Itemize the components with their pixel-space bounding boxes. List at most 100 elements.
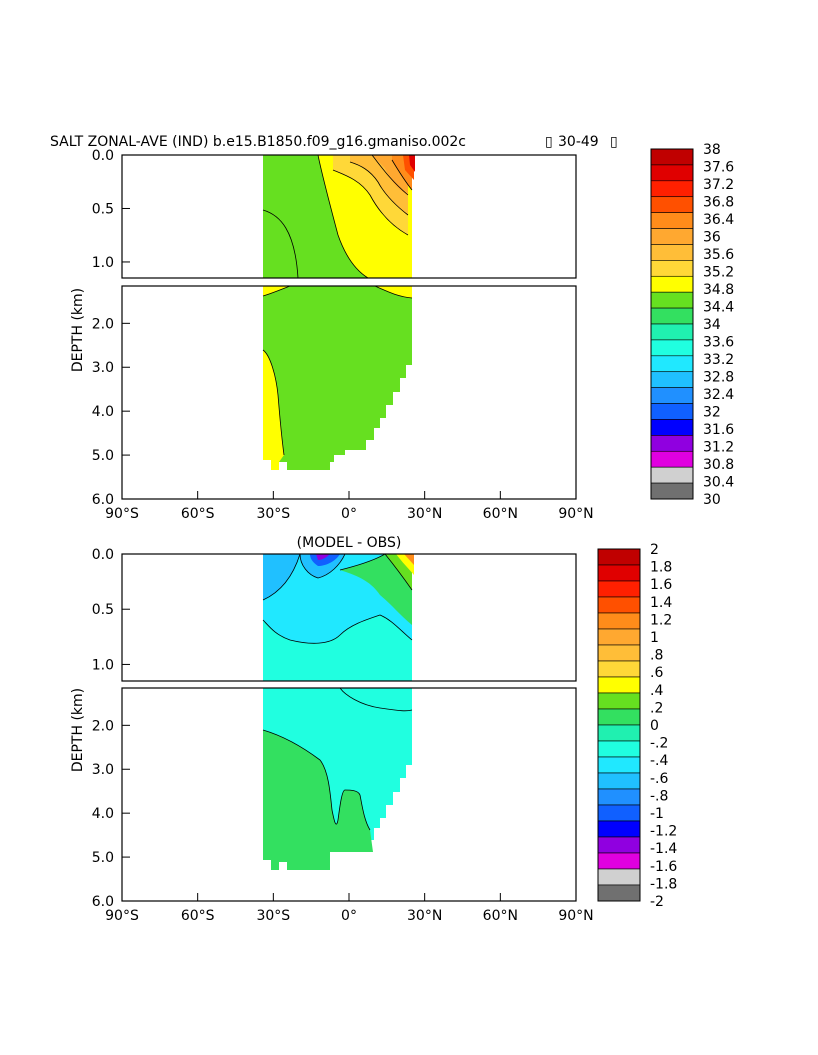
salinity-x-axis: 90°S 60°S 30°S 0° 30°N 60°N 90°N — [105, 491, 594, 522]
colorbar-swatch — [597, 756, 641, 774]
colorbar-label: 32.4 — [703, 387, 734, 403]
colorbar-label: 32.8 — [703, 370, 734, 386]
colorbar-swatch — [650, 339, 694, 357]
colorbar-label: 36.8 — [703, 195, 734, 211]
x-tick-label: 30°S — [256, 908, 290, 924]
colorbar-swatch — [650, 403, 694, 420]
colorbar-swatch — [650, 291, 694, 309]
x-tick-label: 90°N — [558, 908, 593, 924]
y-tick-label: 6.0 — [92, 894, 114, 910]
difference-upper-frame — [121, 553, 577, 682]
colorbar-label: 30.8 — [703, 457, 734, 473]
colorbar-label: 35.2 — [703, 265, 734, 281]
colorbar-swatch — [650, 228, 694, 245]
colorbar-swatch — [597, 564, 641, 582]
colorbar-label: 1 — [650, 630, 659, 646]
difference-x-axis: 90°S 60°S 30°S 0° 30°N 60°N 90°N — [105, 893, 594, 924]
salinity-y-axis: 0.0 0.5 1.0 2.0 3.0 4.0 5.0 6.0 — [92, 148, 130, 508]
colorbar-swatch — [597, 884, 641, 902]
colorbar-label: 34.8 — [703, 282, 734, 298]
difference-lower-field — [262, 688, 413, 870]
colorbar-label: 1.4 — [650, 595, 672, 611]
colorbar-label: 1.8 — [650, 560, 672, 576]
colorbar-swatch — [597, 724, 641, 742]
x-tick-label: 90°N — [558, 506, 593, 522]
colorbar-swatch — [650, 212, 694, 229]
y-tick-label: 0.5 — [92, 602, 114, 618]
colorbar-swatch — [597, 820, 641, 838]
period-suffix: ▯ — [610, 134, 618, 150]
colorbar-frame — [597, 548, 641, 902]
colorbar-label: 0 — [650, 718, 659, 734]
x-tick-label: 0° — [341, 908, 357, 924]
colorbar-swatch — [597, 740, 641, 758]
colorbar-swatch — [597, 772, 641, 790]
colorbar-label: -1 — [650, 806, 664, 822]
colorbar-label: 1.6 — [650, 577, 672, 593]
colorbar-label: -1.6 — [650, 859, 677, 875]
colorbar-swatch — [650, 196, 694, 213]
colorbar-swatch — [597, 548, 641, 566]
colorbar-swatch — [597, 644, 641, 662]
y-tick-label: 3.0 — [92, 360, 114, 376]
y-tick-label: 0.5 — [92, 201, 114, 217]
y-tick-label: 6.0 — [92, 492, 114, 508]
colorbar-swatch — [597, 596, 641, 614]
colorbar-swatch — [650, 148, 694, 166]
colorbar-swatch — [650, 323, 694, 341]
colorbar-swatch — [650, 466, 694, 484]
y-tick-label: 1.0 — [92, 657, 114, 673]
salinity-lower-field — [262, 286, 413, 470]
period-label: 30-49 — [558, 134, 599, 150]
colorbar-label: -1.8 — [650, 876, 677, 892]
colorbar-label: 2 — [650, 542, 659, 558]
colorbar-label: 30 — [703, 492, 721, 508]
difference-y-label: DEPTH (km) — [70, 688, 86, 772]
x-tick-label: 60°S — [181, 506, 215, 522]
panel-difference: 0.0 0.5 1.0 2.0 3.0 4.0 5.0 6.0 90°S 60°S 30°S 0° 3… — [70, 547, 594, 924]
colorbar-swatch — [650, 164, 694, 182]
y-tick-label: 5.0 — [92, 850, 114, 866]
difference-y-axis: 0.0 0.5 1.0 2.0 3.0 4.0 5.0 6.0 — [92, 547, 130, 910]
colorbar-swatch — [650, 244, 694, 261]
colorbar-swatch — [597, 660, 641, 678]
colorbar-swatch — [650, 371, 694, 388]
colorbar-label: 33.2 — [703, 352, 734, 368]
x-tick-label: 90°S — [105, 506, 139, 522]
salinity-y-label: DEPTH (km) — [70, 288, 86, 372]
colorbar-label: -.4 — [650, 753, 669, 769]
colorbar-label: 30.4 — [703, 475, 734, 491]
colorbar-label: .4 — [650, 683, 663, 699]
colorbar-swatch — [597, 804, 641, 822]
colorbar-label: -1.2 — [650, 824, 677, 840]
y-tick-label: 4.0 — [92, 404, 114, 420]
colorbar-label: 37.6 — [703, 160, 734, 176]
colorbar-label: -1.4 — [650, 841, 677, 857]
colorbar-swatch — [597, 580, 641, 598]
y-tick-label: 5.0 — [92, 448, 114, 464]
colorbar-label: 32 — [703, 405, 721, 421]
colorbar-swatch — [650, 387, 694, 404]
colorbar-swatch — [597, 612, 641, 630]
y-tick-label: 2.0 — [92, 316, 114, 332]
y-tick-label: 1.0 — [92, 255, 114, 271]
colorbar-swatch — [650, 419, 694, 436]
colorbar-swatch — [597, 852, 641, 870]
colorbar-label: 34.4 — [703, 300, 734, 316]
y-tick-label: 4.0 — [92, 806, 114, 822]
colorbar-swatch — [650, 307, 694, 325]
colorbar-frame — [650, 148, 694, 500]
colorbar-label: 33.6 — [703, 335, 734, 351]
x-tick-label: 0° — [341, 506, 357, 522]
colorbar-swatch — [650, 180, 694, 198]
colorbar-label: 36 — [703, 230, 721, 246]
x-tick-label: 30°S — [256, 506, 290, 522]
colorbar-swatch — [597, 676, 641, 694]
panel-salinity: 0.0 0.5 1.0 2.0 3.0 4.0 5.0 6.0 90°S 60°S 30°S 0° 3… — [70, 148, 594, 522]
salinity-upper-field — [262, 155, 415, 278]
figure-title: SALT ZONAL-AVE (IND) b.e15.B1850.f09_g16… — [50, 134, 466, 150]
colorbar-label: 1.2 — [650, 612, 672, 628]
difference-title: (MODEL - OBS) — [297, 535, 402, 551]
